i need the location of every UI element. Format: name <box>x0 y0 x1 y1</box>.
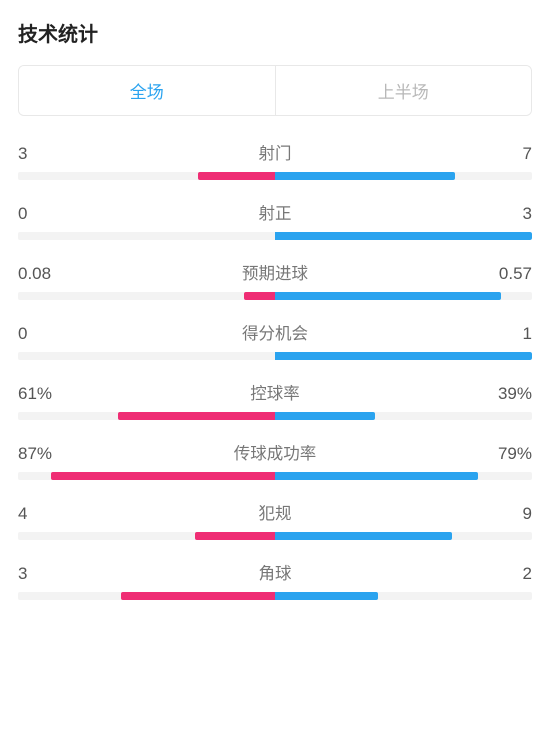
stat-row: 3 射门 7 <box>18 140 532 180</box>
stat-row: 4 犯规 9 <box>18 500 532 540</box>
stat-row: 3 角球 2 <box>18 560 532 600</box>
stat-bar-right-fill <box>275 412 375 420</box>
stat-left-value: 61% <box>18 384 58 404</box>
stat-right-value: 39% <box>492 384 532 404</box>
stat-bar-left-fill <box>195 532 275 540</box>
stat-bar-right-half <box>275 352 532 360</box>
stat-left-value: 3 <box>18 564 58 584</box>
stat-right-value: 1 <box>492 324 532 344</box>
stat-bar-left-half <box>18 172 275 180</box>
stat-right-value: 0.57 <box>492 264 532 284</box>
stat-bar-left-half <box>18 412 275 420</box>
stat-bar-track <box>18 532 532 540</box>
stat-bar-right-fill <box>275 172 455 180</box>
stat-left-value: 0.08 <box>18 264 58 284</box>
stat-bar-right-half <box>275 172 532 180</box>
stat-label: 控球率 <box>250 380 300 404</box>
stat-bar-left-half <box>18 532 275 540</box>
stat-bar-right-fill <box>275 352 532 360</box>
stat-bar-left-half <box>18 232 275 240</box>
stat-bar-track <box>18 172 532 180</box>
stat-labels: 3 角球 2 <box>18 560 532 584</box>
stat-bar-right-fill <box>275 232 532 240</box>
stats-panel: 技术统计 全场 上半场 3 射门 7 0 射正 3 0.08 预期进球 0.57 0 得分机会 1 61… <box>0 0 550 600</box>
stat-labels: 4 犯规 9 <box>18 500 532 524</box>
stat-bar-left-fill <box>51 472 275 480</box>
stat-bar-left-half <box>18 472 275 480</box>
page-title: 技术统计 <box>18 18 532 47</box>
stat-bar-left-fill <box>244 292 275 300</box>
stat-bar-right-fill <box>275 472 478 480</box>
stat-bar-right-half <box>275 592 532 600</box>
period-tabs: 全场 上半场 <box>18 65 532 116</box>
stat-row: 0 射正 3 <box>18 200 532 240</box>
stat-left-value: 87% <box>18 444 58 464</box>
stat-label: 犯规 <box>259 500 292 524</box>
stat-right-value: 7 <box>492 144 532 164</box>
stat-bar-left-fill <box>118 412 275 420</box>
stat-labels: 0.08 预期进球 0.57 <box>18 260 532 284</box>
stat-label: 射正 <box>259 200 292 224</box>
stat-left-value: 0 <box>18 324 58 344</box>
stat-bar-right-half <box>275 292 532 300</box>
stat-bar-track <box>18 352 532 360</box>
stat-left-value: 4 <box>18 504 58 524</box>
stat-bar-track <box>18 472 532 480</box>
stat-bar-right-fill <box>275 292 501 300</box>
stat-row: 0.08 预期进球 0.57 <box>18 260 532 300</box>
stat-labels: 3 射门 7 <box>18 140 532 164</box>
tab-full-match[interactable]: 全场 <box>19 66 275 115</box>
stat-right-value: 9 <box>492 504 532 524</box>
stat-row: 0 得分机会 1 <box>18 320 532 360</box>
stat-right-value: 3 <box>492 204 532 224</box>
stat-label: 得分机会 <box>242 320 308 344</box>
stat-bar-track <box>18 412 532 420</box>
stat-bar-track <box>18 232 532 240</box>
tab-first-half[interactable]: 上半场 <box>275 66 532 115</box>
stat-label: 射门 <box>259 140 292 164</box>
stat-left-value: 0 <box>18 204 58 224</box>
stats-list: 3 射门 7 0 射正 3 0.08 预期进球 0.57 0 得分机会 1 61% 控球率 39% 87% 传球… <box>18 140 532 600</box>
stat-bar-track <box>18 292 532 300</box>
stat-labels: 61% 控球率 39% <box>18 380 532 404</box>
stat-bar-right-half <box>275 532 532 540</box>
stat-bar-right-half <box>275 232 532 240</box>
stat-bar-right-fill <box>275 532 452 540</box>
stat-label: 角球 <box>259 560 292 584</box>
stat-right-value: 79% <box>492 444 532 464</box>
stat-label: 预期进球 <box>242 260 308 284</box>
stat-labels: 0 得分机会 1 <box>18 320 532 344</box>
stat-bar-right-fill <box>275 592 378 600</box>
stat-bar-left-half <box>18 292 275 300</box>
stat-row: 61% 控球率 39% <box>18 380 532 420</box>
stat-bar-right-half <box>275 412 532 420</box>
stat-bar-left-half <box>18 592 275 600</box>
stat-labels: 87% 传球成功率 79% <box>18 440 532 464</box>
stat-bar-left-fill <box>198 172 275 180</box>
stat-right-value: 2 <box>492 564 532 584</box>
stat-bar-left-half <box>18 352 275 360</box>
stat-label: 传球成功率 <box>234 440 317 464</box>
stat-row: 87% 传球成功率 79% <box>18 440 532 480</box>
stat-labels: 0 射正 3 <box>18 200 532 224</box>
stat-left-value: 3 <box>18 144 58 164</box>
stat-bar-right-half <box>275 472 532 480</box>
stat-bar-track <box>18 592 532 600</box>
stat-bar-left-fill <box>121 592 275 600</box>
